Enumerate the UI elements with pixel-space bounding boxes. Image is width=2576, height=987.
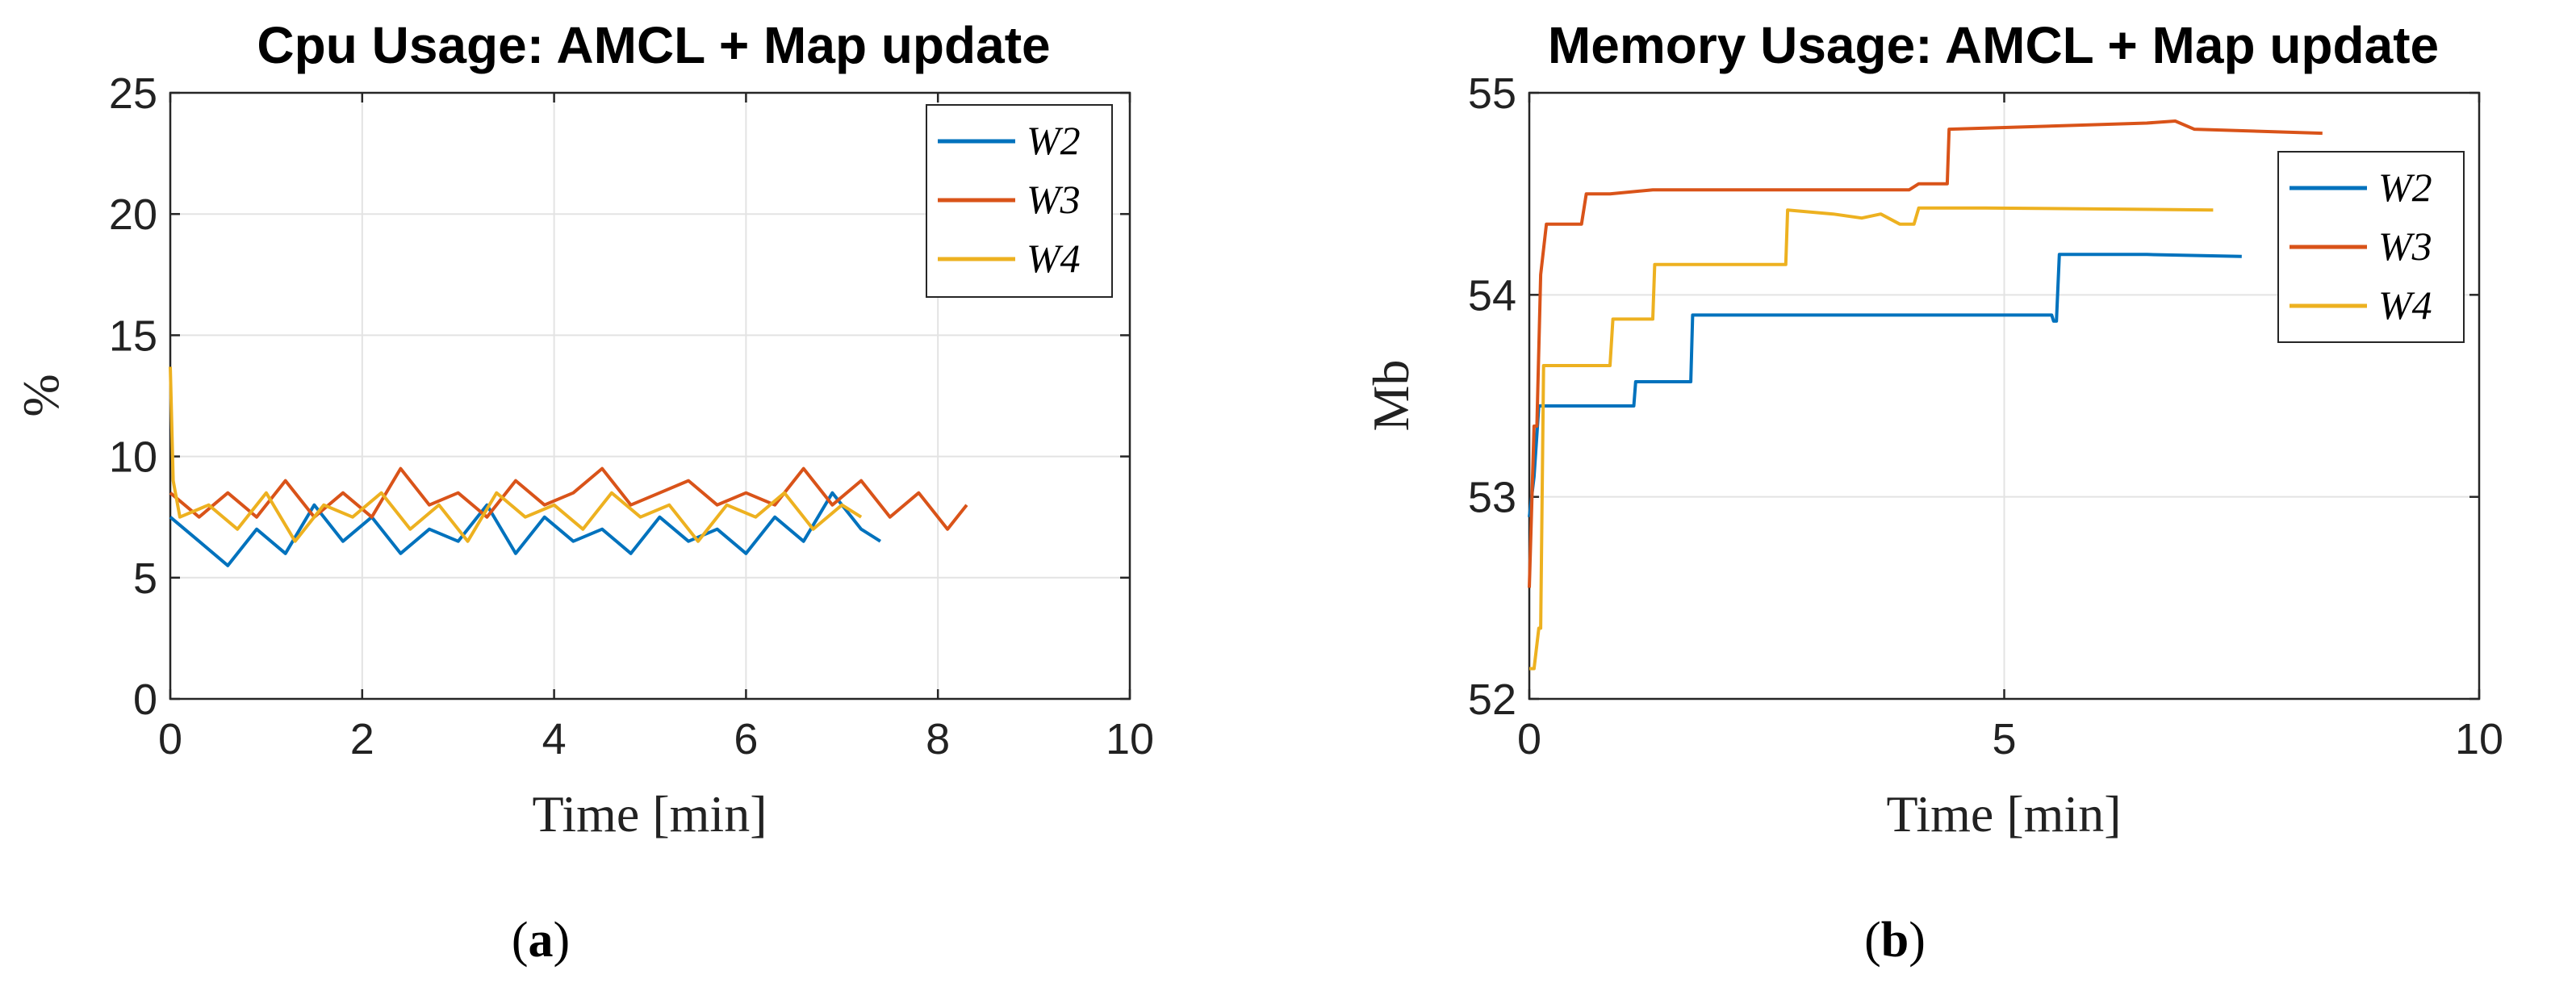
x-axis-label: Time [min] bbox=[533, 785, 767, 843]
caption: (a) bbox=[512, 913, 570, 968]
x-tick-label: 8 bbox=[926, 715, 950, 763]
x-tick-label: 10 bbox=[2455, 715, 2503, 763]
series-line-w2 bbox=[169, 491, 881, 567]
y-tick-label: 20 bbox=[109, 190, 157, 239]
grid-lines bbox=[169, 92, 1131, 700]
y-tick-label: 53 bbox=[1468, 474, 1516, 522]
legend-entry-w2: W2 bbox=[2378, 165, 2432, 210]
caption: (b) bbox=[1864, 913, 1926, 968]
x-tick-label: 0 bbox=[1517, 715, 1541, 763]
caption-letter: a bbox=[529, 913, 554, 968]
legend-entry-w3: W3 bbox=[2378, 224, 2432, 269]
chart-title: Cpu Usage: AMCL + Map update bbox=[257, 16, 1050, 74]
legend-entry-w3: W3 bbox=[1027, 177, 1081, 222]
x-tick-label: 2 bbox=[350, 715, 374, 763]
y-tick-label: 10 bbox=[109, 433, 157, 482]
x-tick-label: 10 bbox=[1106, 715, 1154, 763]
x-tick-label: 0 bbox=[158, 715, 182, 763]
data-series bbox=[1528, 119, 2323, 671]
series-line-w4 bbox=[1529, 206, 2214, 671]
legend: W2 W3 W4 bbox=[926, 104, 1113, 298]
y-tick-label: 55 bbox=[1468, 69, 1516, 118]
y-tick-label: 15 bbox=[109, 312, 157, 360]
y-tick-label: 52 bbox=[1468, 675, 1516, 724]
y-axis-label: % bbox=[12, 374, 69, 416]
legend-entry-w2: W2 bbox=[1027, 118, 1081, 163]
caption-close-paren: ) bbox=[1909, 913, 1926, 968]
y-tick-label: 0 bbox=[133, 675, 157, 724]
legend: W2 W3 W4 bbox=[2277, 151, 2465, 343]
chart-title: Memory Usage: AMCL + Map update bbox=[1548, 16, 2439, 74]
tick-marks bbox=[1528, 91, 2481, 701]
x-tick-label: 5 bbox=[1992, 715, 2016, 763]
y-tick-label: 5 bbox=[133, 554, 157, 603]
data-series bbox=[169, 366, 968, 567]
caption-close-paren: ) bbox=[554, 913, 571, 968]
caption-label: (a) bbox=[512, 913, 570, 968]
x-tick-label: 4 bbox=[542, 715, 567, 763]
series-line-w3 bbox=[1528, 119, 2323, 588]
y-tick-label: 54 bbox=[1468, 271, 1516, 320]
caption-label: (b) bbox=[1864, 913, 1926, 968]
y-axis-label: Mb bbox=[1362, 360, 1420, 432]
x-tick-label: 6 bbox=[734, 715, 758, 763]
caption-open-paren: ( bbox=[1864, 913, 1881, 968]
tick-marks bbox=[169, 91, 1131, 701]
y-tick-label: 25 bbox=[109, 69, 157, 118]
caption-letter: b bbox=[1881, 913, 1909, 968]
tick-labels: 0 5 10 52 53 54 55 bbox=[1468, 69, 2503, 763]
cpu-usage-chart: Cpu Usage: AMCL + Map update 0 2 4 6 8 10 0 5 10… bbox=[12, 16, 1154, 968]
series-line-w3 bbox=[169, 466, 968, 531]
x-axis-label: Time [min] bbox=[1887, 785, 2122, 843]
series-line-w4 bbox=[169, 366, 863, 543]
caption-open-paren: ( bbox=[512, 913, 529, 968]
tick-labels: 0 2 4 6 8 10 0 5 10 15 20 25 bbox=[109, 69, 1154, 763]
legend-entry-w4: W4 bbox=[2378, 282, 2432, 328]
memory-usage-chart: Memory Usage: AMCL + Map update 0 5 10 52 53… bbox=[1362, 16, 2503, 968]
legend-entry-w4: W4 bbox=[1027, 236, 1081, 281]
